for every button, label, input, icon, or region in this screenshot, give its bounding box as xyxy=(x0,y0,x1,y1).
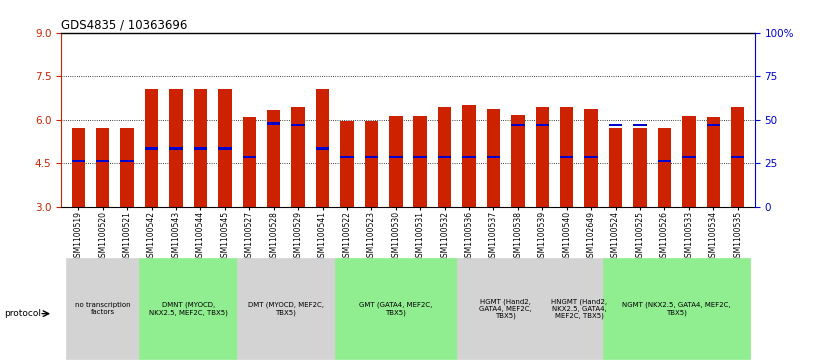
Text: DMNT (MYOCD,
NKX2.5, MEF2C, TBX5): DMNT (MYOCD, NKX2.5, MEF2C, TBX5) xyxy=(149,302,228,315)
Bar xyxy=(145,147,158,150)
Bar xyxy=(267,122,281,125)
Bar xyxy=(511,115,525,207)
Bar xyxy=(535,123,549,126)
Bar xyxy=(560,155,574,158)
Bar xyxy=(463,155,476,158)
Bar xyxy=(487,109,500,207)
Bar xyxy=(242,155,256,158)
Text: HNGMT (Hand2,
NKX2.5, GATA4,
MEF2C, TBX5): HNGMT (Hand2, NKX2.5, GATA4, MEF2C, TBX5… xyxy=(551,298,607,319)
Bar xyxy=(72,160,85,163)
Bar xyxy=(291,107,305,207)
Bar xyxy=(389,155,402,158)
Bar xyxy=(560,107,574,207)
Text: no transcription
factors: no transcription factors xyxy=(75,302,131,315)
Bar xyxy=(121,128,134,207)
Text: GMT (GATA4, MEF2C,
TBX5): GMT (GATA4, MEF2C, TBX5) xyxy=(359,302,432,315)
Bar xyxy=(72,128,85,207)
Bar xyxy=(609,128,623,207)
Bar xyxy=(316,147,329,150)
Bar xyxy=(731,155,744,158)
Bar xyxy=(707,123,720,126)
Bar xyxy=(96,160,109,163)
Bar xyxy=(584,109,598,207)
Bar xyxy=(682,155,695,158)
Bar xyxy=(316,89,329,207)
Bar xyxy=(340,121,353,207)
Bar xyxy=(193,147,207,150)
Bar xyxy=(145,89,158,207)
Bar xyxy=(658,160,671,163)
Bar xyxy=(169,147,183,150)
Bar xyxy=(291,123,305,126)
Bar xyxy=(193,89,207,207)
Text: GDS4835 / 10363696: GDS4835 / 10363696 xyxy=(61,19,188,32)
Bar xyxy=(658,128,671,207)
Bar xyxy=(414,155,427,158)
Bar xyxy=(438,107,451,207)
Bar xyxy=(609,123,623,126)
Bar xyxy=(389,116,402,207)
Text: DMT (MYOCD, MEF2C,
TBX5): DMT (MYOCD, MEF2C, TBX5) xyxy=(248,302,324,315)
Bar xyxy=(682,116,695,207)
Bar xyxy=(169,89,183,207)
Bar xyxy=(96,128,109,207)
Bar xyxy=(365,155,378,158)
Text: NGMT (NKX2.5, GATA4, MEF2C,
TBX5): NGMT (NKX2.5, GATA4, MEF2C, TBX5) xyxy=(623,302,731,315)
Bar xyxy=(267,110,281,207)
Bar xyxy=(731,107,744,207)
Bar xyxy=(438,155,451,158)
Bar xyxy=(121,160,134,163)
Bar xyxy=(414,116,427,207)
Bar xyxy=(633,128,647,207)
Text: HGMT (Hand2,
GATA4, MEF2C,
TBX5): HGMT (Hand2, GATA4, MEF2C, TBX5) xyxy=(479,298,532,319)
Bar xyxy=(511,123,525,126)
Bar xyxy=(242,118,256,207)
Bar xyxy=(584,155,598,158)
Bar xyxy=(535,107,549,207)
Bar xyxy=(340,155,353,158)
Bar xyxy=(218,147,232,150)
Text: protocol: protocol xyxy=(4,309,41,318)
Bar xyxy=(707,117,720,207)
Bar xyxy=(463,105,476,207)
Bar xyxy=(487,155,500,158)
Bar xyxy=(633,123,647,126)
Bar xyxy=(218,89,232,207)
Bar xyxy=(365,121,378,207)
